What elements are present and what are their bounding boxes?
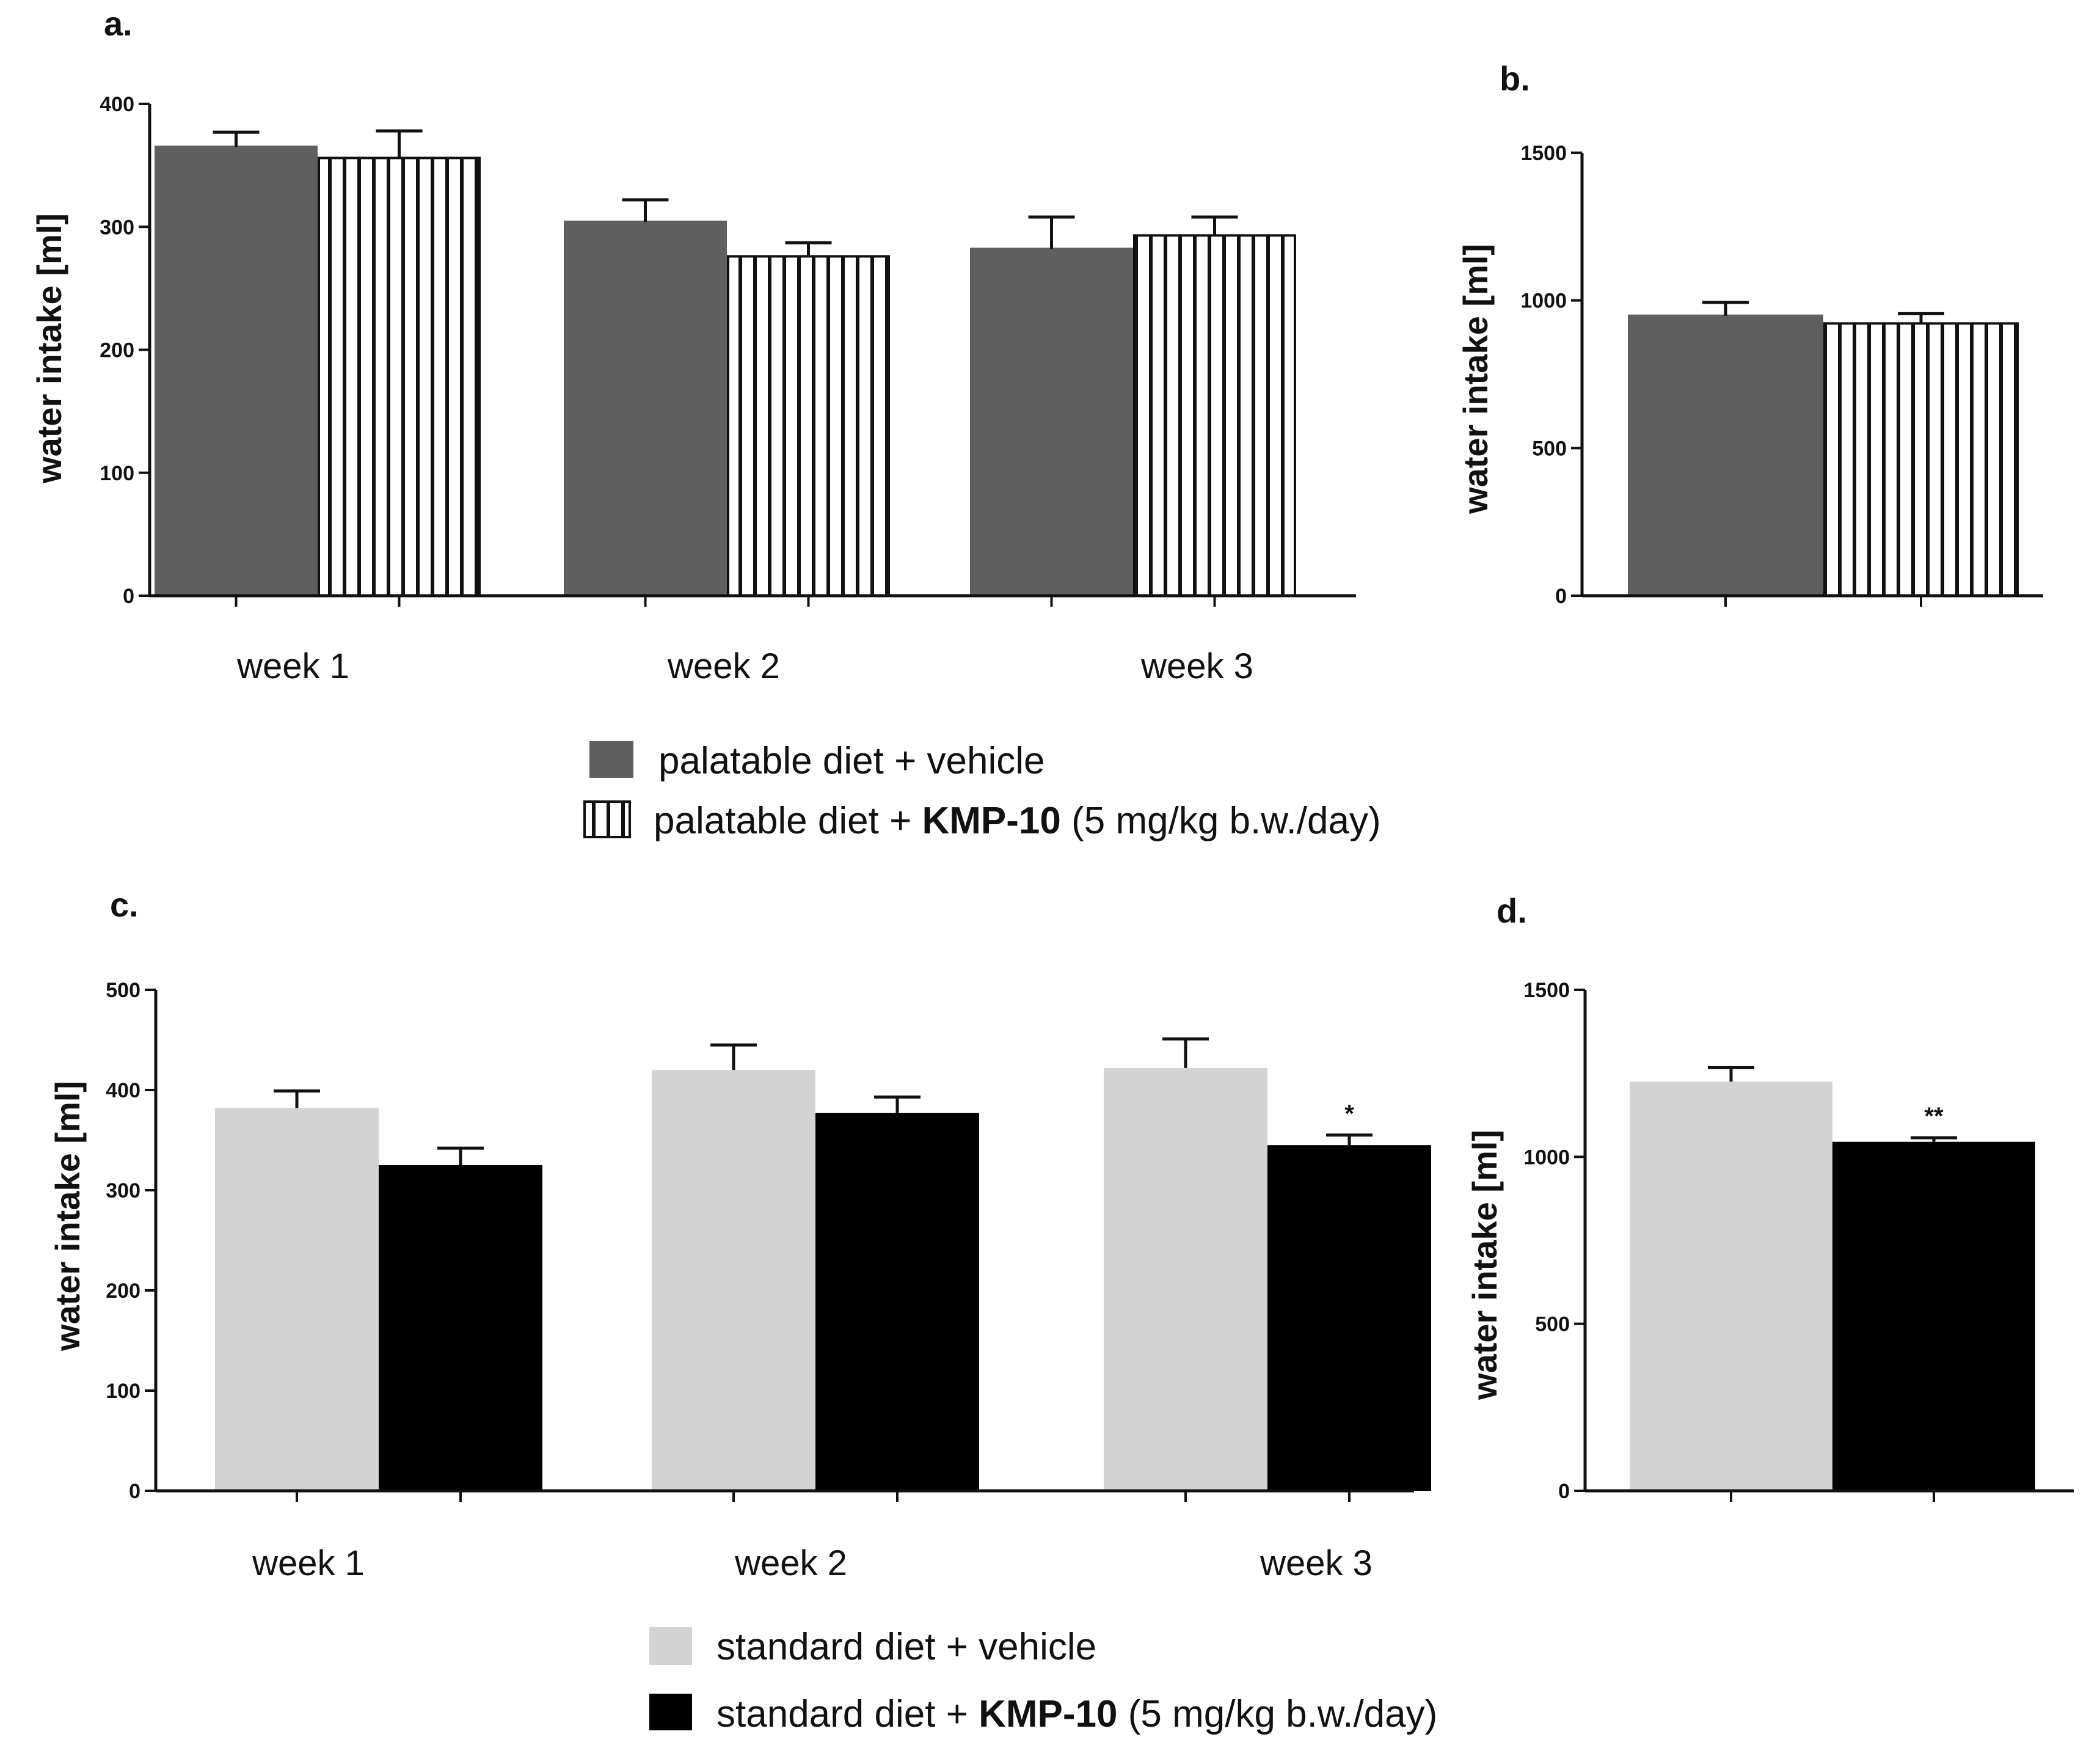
- y-tick-label: 0: [129, 1480, 140, 1503]
- y-tick-label: 100: [106, 1380, 140, 1403]
- significance-marker: **: [1924, 1103, 1944, 1130]
- bar: [155, 145, 318, 597]
- category-label: week 1: [236, 646, 349, 686]
- bar: [1628, 314, 1823, 597]
- y-tick-label: 400: [100, 93, 134, 116]
- chart-panel-d: ** 0 500 1000 1500: [1523, 979, 2074, 1503]
- bar: [1630, 1081, 1832, 1491]
- y-tick-label: 100: [100, 462, 134, 485]
- bar: [815, 1113, 979, 1491]
- legend-label-palatable-kmp: palatable diet + KMP-10 (5 mg/kg b.w./da…: [654, 800, 1381, 842]
- y-tick-label: 1500: [1523, 979, 1570, 1002]
- chart-panel-a: week 1 week 2 week 3 0 100 200 300 400: [100, 93, 1356, 686]
- bar: [1133, 234, 1296, 597]
- legend-label-palatable-vehicle: palatable diet + vehicle: [658, 740, 1045, 782]
- y-tick-label: 200: [100, 339, 134, 362]
- chart-panel-c: week 1 week 2 * week 3 0 100 200 300 400 500: [106, 979, 1431, 1583]
- chart-panel-b: 0 500 1000 1500: [1520, 142, 2043, 608]
- y-tick-label: 500: [106, 979, 140, 1002]
- y-tick-label: 200: [106, 1279, 140, 1303]
- bar: [652, 1070, 815, 1491]
- y-tick-label: 300: [106, 1179, 140, 1202]
- bar: [1832, 1141, 2035, 1491]
- bar: [379, 1165, 542, 1491]
- y-tick-label: 1000: [1523, 1146, 1570, 1169]
- bar: [215, 1108, 379, 1491]
- legend-swatch-standard-kmp: [649, 1694, 692, 1730]
- y-tick-label: 0: [1558, 1480, 1570, 1503]
- bar: [1823, 322, 2019, 597]
- legend-bottom: standard diet + vehicle standard diet + …: [649, 1626, 1437, 1735]
- bar: [1104, 1067, 1267, 1491]
- legend-swatch-standard-vehicle: [649, 1627, 692, 1665]
- y-tick-label: 1500: [1520, 142, 1567, 165]
- y-axis-title-c: water intake [ml]: [48, 1081, 87, 1352]
- y-axis-title-d: water intake [ml]: [1465, 1130, 1504, 1400]
- y-tick-label: 400: [106, 1079, 140, 1102]
- legend-swatch-palatable-kmp: [583, 800, 631, 838]
- category-label: week 3: [1140, 646, 1253, 686]
- y-tick-label: 0: [1555, 585, 1567, 608]
- y-axis-title-b: water intake [ml]: [1456, 244, 1495, 514]
- y-tick-label: 300: [100, 216, 134, 239]
- category-label: week 3: [1260, 1543, 1373, 1583]
- y-tick-label: 1000: [1520, 290, 1567, 313]
- bar: [318, 156, 481, 597]
- panel-label-d: d.: [1497, 891, 1527, 930]
- bar: [1267, 1145, 1431, 1491]
- legend-label-standard-kmp: standard diet + KMP-10 (5 mg/kg b.w./day…: [716, 1693, 1437, 1735]
- y-tick-label: 500: [1532, 437, 1567, 460]
- y-tick-label: 500: [1535, 1313, 1570, 1336]
- category-label: week 2: [734, 1543, 847, 1583]
- category-label: week 2: [667, 646, 780, 686]
- legend-top: palatable diet + vehicle palatable diet …: [583, 740, 1381, 842]
- legend-label-standard-vehicle: standard diet + vehicle: [716, 1626, 1096, 1668]
- bar: [727, 255, 890, 597]
- bar: [564, 221, 727, 597]
- panel-label-c: c.: [110, 885, 139, 924]
- panel-label-b: b.: [1500, 59, 1530, 98]
- y-axis-title-a: water intake [ml]: [30, 213, 68, 484]
- category-label: week 1: [252, 1543, 365, 1583]
- bar: [970, 247, 1133, 598]
- y-tick-label: 0: [123, 585, 134, 608]
- panel-label-a: a.: [104, 4, 133, 43]
- significance-marker: *: [1344, 1100, 1354, 1127]
- legend-swatch-palatable-vehicle: [589, 741, 633, 778]
